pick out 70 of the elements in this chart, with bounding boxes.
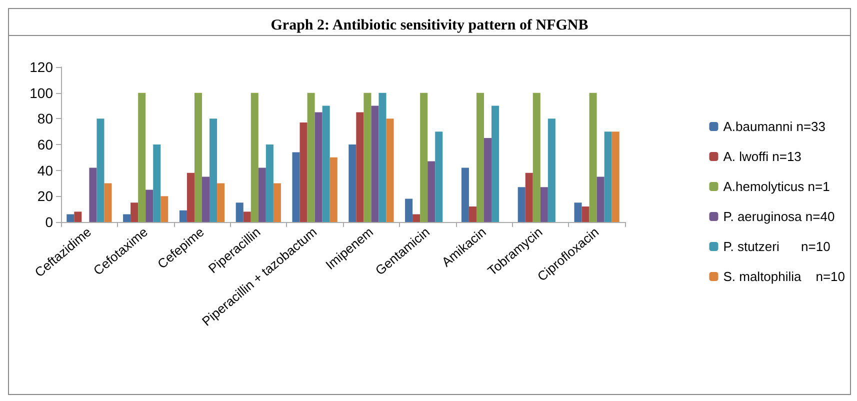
bar <box>307 92 315 222</box>
legend-label: P. aeruginosa n=40 <box>723 209 835 224</box>
bar <box>66 214 74 222</box>
bar <box>386 118 394 222</box>
bar <box>356 112 364 222</box>
bar <box>179 210 187 222</box>
bar <box>476 92 484 222</box>
bar <box>210 118 218 222</box>
bar <box>104 183 112 222</box>
bar <box>428 161 436 222</box>
bar <box>273 183 281 222</box>
legend-label: P. stutzeri n=10 <box>723 239 830 254</box>
bar <box>548 118 556 222</box>
y-tick-label: 60 <box>37 136 54 152</box>
legend-label: S. maltophilia n=10 <box>723 269 846 284</box>
bar <box>250 92 258 222</box>
y-tick-label: 0 <box>45 214 54 230</box>
y-tick-label: 120 <box>30 59 54 75</box>
bar <box>186 172 194 222</box>
bar <box>532 92 540 222</box>
bar <box>525 172 533 222</box>
bar <box>138 92 146 222</box>
bar <box>236 202 244 222</box>
y-tick-label: 80 <box>37 110 54 127</box>
bar <box>492 106 500 222</box>
bar <box>74 212 82 222</box>
bar <box>292 152 300 222</box>
y-tick-label: 40 <box>37 162 54 178</box>
bar <box>146 190 154 222</box>
legend-label: A. lwoffi n=13 <box>723 149 802 164</box>
bar <box>330 157 338 222</box>
bar <box>364 92 372 222</box>
bar <box>612 132 620 222</box>
bar <box>202 176 210 222</box>
legend-label: A.baumanni n=33 <box>723 119 826 134</box>
bar <box>371 106 379 222</box>
bar <box>574 202 582 222</box>
bar <box>153 144 161 222</box>
bar <box>322 106 330 222</box>
bar <box>405 198 413 222</box>
bar <box>123 214 131 222</box>
bar <box>243 212 251 222</box>
bar <box>468 206 476 222</box>
bar <box>412 214 420 222</box>
bar <box>518 187 526 222</box>
bar <box>420 92 428 222</box>
bar <box>258 168 266 222</box>
bar <box>484 138 492 222</box>
bar <box>378 92 386 222</box>
bar <box>540 187 548 222</box>
bar <box>435 132 443 222</box>
bar <box>596 176 604 222</box>
y-tick-label: 20 <box>37 188 54 204</box>
bar <box>217 183 225 222</box>
bar <box>300 122 308 222</box>
bar <box>96 118 104 222</box>
bar <box>582 206 590 222</box>
bar <box>89 168 97 222</box>
chart-title: Graph 2: Antibiotic sensitivity pattern of NFGNB <box>270 18 588 34</box>
bar <box>589 92 597 222</box>
bar <box>348 144 356 222</box>
bar <box>461 168 469 222</box>
bar <box>266 144 274 222</box>
bar <box>160 196 168 222</box>
bar <box>314 112 322 222</box>
y-tick-label: 100 <box>30 84 54 101</box>
bar <box>130 202 138 222</box>
bar <box>194 92 202 222</box>
bar <box>604 132 612 222</box>
legend-label: A.hemolyticus n=1 <box>723 179 830 194</box>
